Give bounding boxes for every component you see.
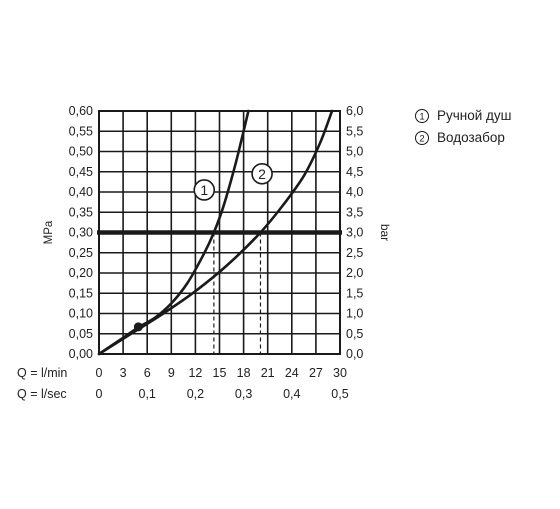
y-right-tick-label: 1,0 [346,307,363,321]
y-left-tick-label: 0,30 [69,226,93,240]
x-tick-label-l-min: 27 [309,366,323,380]
y-left-tick-label: 0,15 [69,286,93,300]
y-left-tick-label: 0,10 [69,307,93,321]
x-axis-label-l-sec: Q = l/sec [17,387,67,401]
legend-label: Водозабор [437,130,505,145]
y-right-tick-label: 1,5 [346,286,363,300]
legend: 1 Ручной душ 2 Водозабор [415,108,512,145]
legend-marker-number: 2 [419,134,424,145]
y-left-unit-label: MPa [43,220,55,244]
series-layer: 12 [97,109,342,356]
series-line-2 [97,109,334,356]
x-tick-label-l-min: 30 [333,366,347,380]
y-left-tick-label: 0,20 [69,266,93,280]
legend-marker-number: 1 [419,112,424,123]
y-left-tick-label: 0,35 [69,205,93,219]
y-left-tick-label: 0,00 [69,347,93,361]
curve-badge-2: 2 [251,162,273,185]
y-right-tick-label: 0,5 [346,327,363,341]
curve-badge-1: 1 [193,179,216,201]
marker-point [133,322,143,332]
x-tick-label-l-min: 0 [96,366,103,380]
x-tick-label-l-min: 6 [144,366,151,380]
y-left-tick-label: 0,50 [69,145,93,159]
x-tick-label-l-sec: 0,2 [187,387,204,401]
x-tick-label-l-min: 9 [168,366,175,380]
x-tick-label-l-min: 18 [237,366,251,380]
x-tick-label-l-min: 15 [213,366,227,380]
y-right-unit-label: bar [378,224,392,241]
y-right-tick-label: 2,5 [346,246,363,260]
curve-badge-label: 1 [200,182,208,198]
y-right-tick-label: 4,5 [346,165,363,179]
y-right-tick-label: 5,5 [346,124,363,138]
y-left-tick-label: 0,55 [69,124,93,138]
y-right-tick-label: 2,0 [346,266,363,280]
legend-marker [415,109,429,123]
y-right-tick-label: 6,0 [346,104,363,118]
legend-label: Ручной душ [437,108,512,123]
y-left-tick-label: 0,45 [69,165,93,179]
y-left-tick-label: 0,25 [69,246,93,260]
x-tick-label-l-min: 3 [120,366,127,380]
curve-badge-circle [193,179,216,201]
series-line-1 [97,109,250,356]
y-left-tick-label: 0,40 [69,185,93,199]
x-axis-label-l-min: Q = l/min [17,366,67,380]
x-tick-label-l-sec: 0,3 [235,387,252,401]
curve-badge-label: 2 [258,166,266,182]
x-tick-label-l-sec: 0,4 [283,387,300,401]
x-tick-label-l-sec: 0,1 [139,387,156,401]
x-tick-label-l-min: 12 [188,366,202,380]
axes: 0,000,050,100,150,200,250,300,350,400,45… [17,104,392,401]
y-right-tick-label: 3,0 [346,226,363,240]
y-right-tick-label: 4,0 [346,185,363,199]
legend-marker [415,131,429,145]
legend-item-2: 2 Водозабор [415,130,505,145]
legend-item-1: 1 Ручной душ [415,108,512,123]
y-left-tick-label: 0,60 [69,104,93,118]
y-right-tick-label: 3,5 [346,205,363,219]
y-left-tick-label: 0,05 [69,327,93,341]
y-right-tick-label: 0,0 [346,347,363,361]
x-tick-label-l-sec: 0,5 [331,387,348,401]
curve-badge-circle [251,162,273,185]
x-tick-label-l-sec: 0 [96,387,103,401]
y-right-tick-label: 5,0 [346,145,363,159]
x-tick-label-l-min: 24 [285,366,299,380]
x-tick-label-l-min: 21 [261,366,275,380]
